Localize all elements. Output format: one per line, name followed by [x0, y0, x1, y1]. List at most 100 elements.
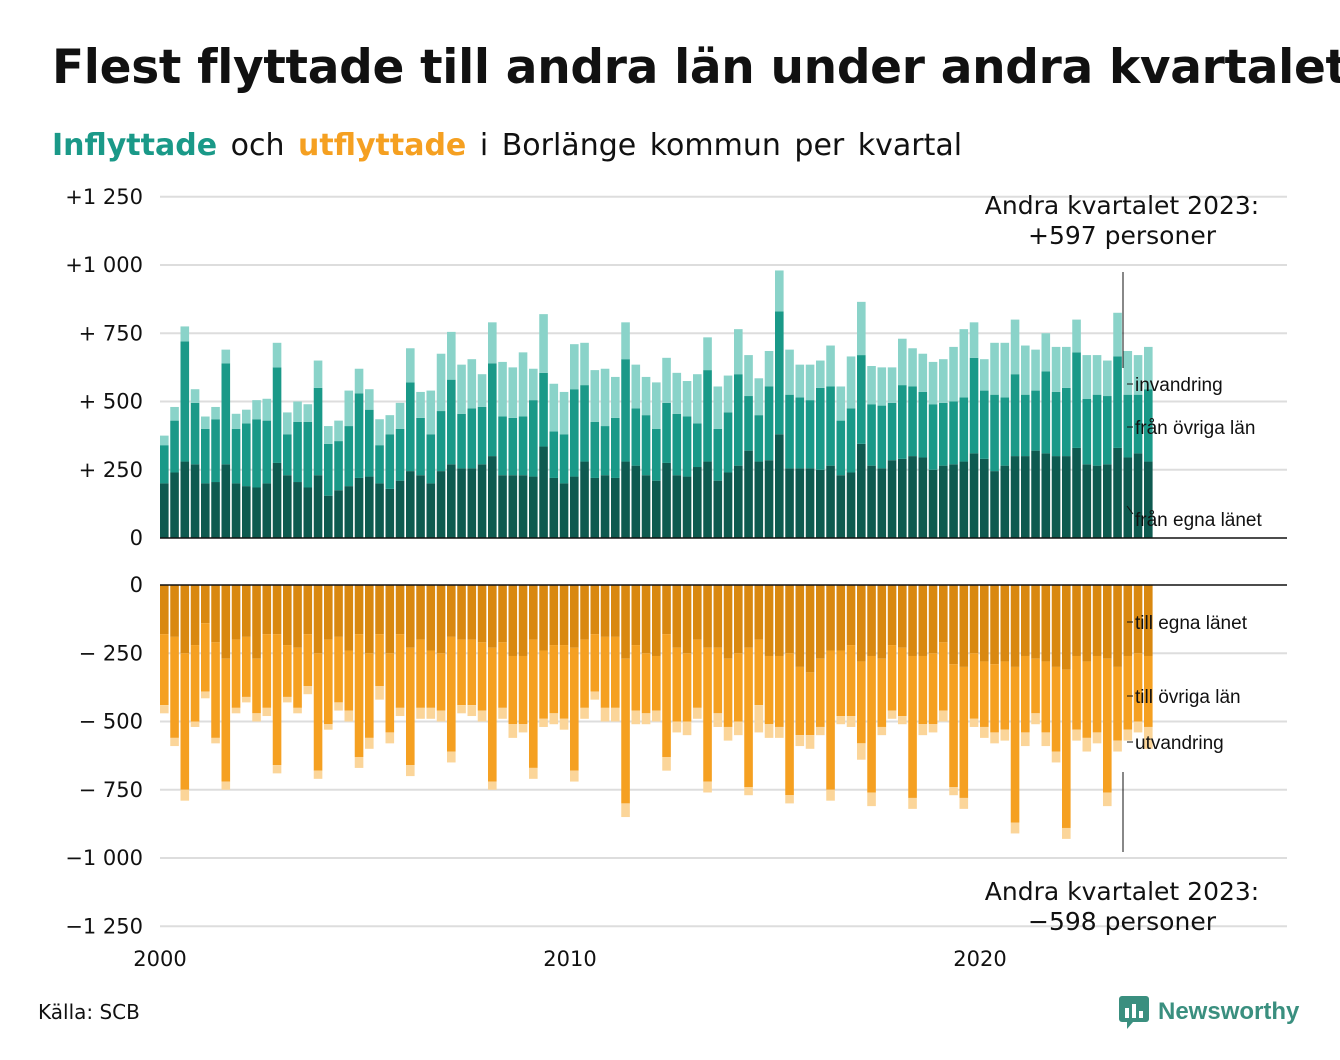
- bar-utflyttade-utvandring: [877, 726, 887, 736]
- bar-inflyttade-ovriga: [1041, 371, 1051, 454]
- bar-utflyttade-utvandring: [703, 781, 712, 793]
- bar-inflyttade-invandring: [406, 348, 415, 383]
- bar-inflyttade-invandring: [1133, 355, 1143, 395]
- bar-utflyttade-utvandring: [559, 718, 569, 730]
- bar-utflyttade-ovriga: [928, 653, 938, 725]
- bar-utflyttade-utvandring: [1041, 732, 1051, 747]
- bar-inflyttade-ovriga: [877, 405, 887, 469]
- bar-inflyttade-invandring: [1082, 355, 1092, 399]
- bar-inflyttade-egna: [1031, 450, 1040, 538]
- bar-utflyttade-egna: [867, 585, 876, 656]
- bar-inflyttade-ovriga: [785, 394, 794, 469]
- bar-utflyttade-egna: [713, 585, 723, 648]
- bar-inflyttade-invandring: [180, 326, 190, 342]
- bar-utflyttade-ovriga: [293, 647, 302, 708]
- bar-inflyttade-invandring: [713, 386, 723, 429]
- bar-utflyttade-utvandring: [262, 707, 272, 717]
- bar-utflyttade-egna: [180, 585, 190, 654]
- bar-utflyttade-utvandring: [508, 724, 518, 738]
- bar-inflyttade-ovriga: [488, 363, 497, 457]
- bar-utflyttade-ovriga: [652, 655, 661, 711]
- bar-utflyttade-egna: [1092, 585, 1102, 656]
- bar-utflyttade-utvandring: [231, 707, 241, 714]
- bar-utflyttade-egna: [775, 585, 784, 656]
- bar-utflyttade-egna: [498, 585, 507, 643]
- bar-utflyttade-egna: [959, 585, 969, 667]
- bar-inflyttade-egna: [826, 465, 835, 538]
- bar-utflyttade-utvandring: [467, 705, 477, 717]
- bar-utflyttade-egna: [641, 585, 651, 654]
- bar-inflyttade-ovriga: [385, 434, 395, 489]
- bar-inflyttade-egna: [375, 483, 384, 538]
- bar-utflyttade-egna: [764, 585, 774, 656]
- bar-utflyttade-utvandring: [1092, 732, 1102, 744]
- bar-utflyttade-egna: [1123, 585, 1133, 656]
- bar-utflyttade-egna: [467, 585, 477, 640]
- bar-inflyttade-ovriga: [928, 404, 938, 470]
- bar-inflyttade-invandring: [518, 352, 528, 417]
- bar-inflyttade-egna: [549, 477, 559, 538]
- bar-utflyttade-egna: [652, 585, 661, 656]
- bar-utflyttade-ovriga: [508, 655, 518, 725]
- bar-utflyttade-ovriga: [324, 639, 333, 725]
- bar-inflyttade-ovriga: [457, 413, 466, 469]
- bar-inflyttade-invandring: [662, 357, 671, 403]
- bar-inflyttade-invandring: [969, 322, 979, 358]
- bar-inflyttade-egna: [467, 468, 477, 538]
- bar-inflyttade-invandring: [160, 435, 169, 446]
- bar-utflyttade-utvandring: [242, 696, 251, 703]
- bar-inflyttade-invandring: [1021, 345, 1030, 395]
- bar-inflyttade-egna: [703, 461, 712, 538]
- bar-inflyttade-invandring: [785, 349, 794, 395]
- bar-inflyttade-ovriga: [221, 363, 231, 465]
- bar-inflyttade-ovriga: [262, 420, 272, 484]
- bar-inflyttade-ovriga: [867, 404, 876, 466]
- bar-inflyttade-egna: [354, 477, 364, 538]
- bar-utflyttade-utvandring: [354, 756, 364, 768]
- bar-utflyttade-utvandring: [928, 724, 938, 733]
- bar-utflyttade-ovriga: [744, 647, 753, 788]
- bar-utflyttade-ovriga: [857, 661, 866, 744]
- bar-inflyttade-ovriga: [682, 416, 692, 477]
- y-tick-label: + 250: [79, 458, 143, 482]
- bar-inflyttade-egna: [918, 457, 928, 538]
- bar-utflyttade-egna: [980, 585, 989, 662]
- bar-utflyttade-utvandring: [611, 707, 620, 722]
- bar-inflyttade-invandring: [621, 322, 630, 360]
- bar-inflyttade-ovriga: [631, 408, 641, 466]
- bar-utflyttade-utvandring: [918, 724, 928, 736]
- bar-inflyttade-egna: [344, 486, 354, 538]
- bar-utflyttade-utvandring: [498, 707, 507, 719]
- bar-utflyttade-ovriga: [621, 658, 630, 804]
- bar-utflyttade-ovriga: [682, 653, 692, 722]
- bar-utflyttade-ovriga: [949, 664, 958, 788]
- bar-inflyttade-ovriga: [375, 445, 384, 484]
- bar-utflyttade-ovriga: [303, 634, 313, 687]
- bar-utflyttade-ovriga: [908, 655, 917, 798]
- bar-utflyttade-ovriga: [939, 642, 948, 711]
- bar-utflyttade-ovriga: [723, 658, 733, 727]
- y-tick-label: −1 000: [65, 846, 143, 870]
- bar-inflyttade-ovriga: [426, 434, 436, 484]
- x-tick-label: 2020: [953, 947, 1006, 971]
- bar-utflyttade-utvandring: [795, 735, 805, 747]
- bar-inflyttade-invandring: [1062, 346, 1071, 388]
- bar-inflyttade-ovriga: [1113, 356, 1122, 448]
- bar-utflyttade-egna: [354, 585, 364, 635]
- bar-inflyttade-ovriga: [764, 386, 774, 461]
- bar-inflyttade-ovriga: [652, 428, 661, 481]
- bar-inflyttade-ovriga: [180, 341, 190, 462]
- bar-utflyttade-egna: [754, 585, 764, 640]
- bar-utflyttade-utvandring: [723, 726, 733, 741]
- bar-utflyttade-ovriga: [426, 650, 436, 708]
- bar-inflyttade-egna: [334, 490, 343, 538]
- bar-inflyttade-invandring: [201, 416, 210, 429]
- bar-utflyttade-egna: [1144, 585, 1153, 656]
- bar-utflyttade-ovriga: [754, 639, 764, 706]
- bar-utflyttade-utvandring: [990, 732, 999, 744]
- bar-inflyttade-ovriga: [1051, 391, 1061, 457]
- bar-utflyttade-utvandring: [447, 751, 456, 763]
- bar-utflyttade-utvandring: [1010, 822, 1020, 834]
- bar-utflyttade-egna: [723, 585, 733, 659]
- bar-utflyttade-egna: [1062, 585, 1071, 670]
